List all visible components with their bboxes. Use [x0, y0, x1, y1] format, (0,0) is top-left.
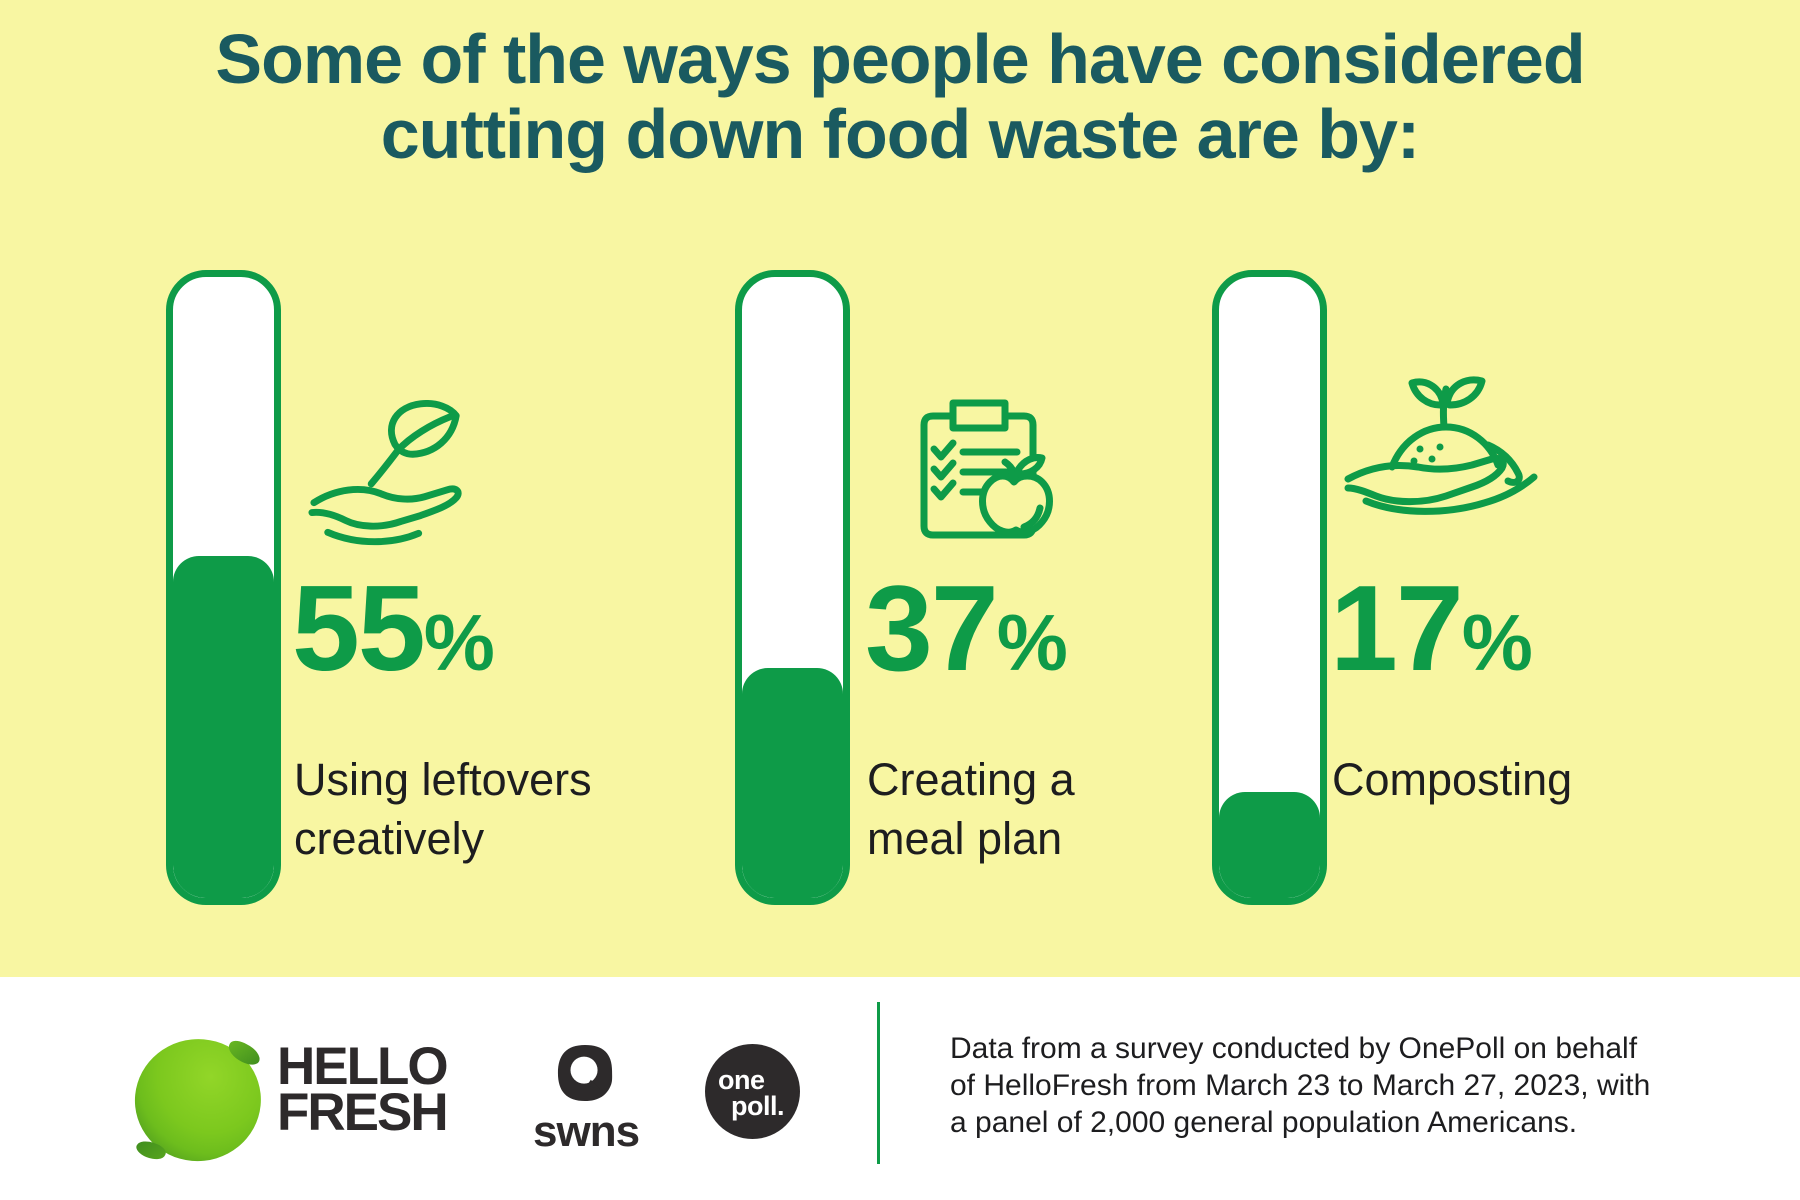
stat-label-line-1: Using leftovers [294, 754, 592, 805]
progress-fill-composting [1219, 792, 1320, 898]
source-line-1: Data from a survey conducted by OnePoll … [950, 1032, 1638, 1065]
stat-label: Creating a meal plan [867, 750, 1075, 869]
stat-label: Composting [1332, 750, 1572, 809]
stat-label: Using leftovers creatively [294, 750, 592, 869]
swns-logo-text: swns [533, 1107, 640, 1156]
onepoll-logo: one poll. [705, 1044, 800, 1139]
percent-sign: % [1461, 598, 1533, 687]
source-line-3: a panel of 2,000 general population Amer… [950, 1106, 1578, 1139]
hellofresh-logo-line-1: HELLO [277, 1037, 449, 1096]
title-line-2: cutting down food waste are by: [380, 94, 1420, 173]
percent-sign: % [423, 598, 495, 687]
footer-divider [877, 1002, 880, 1164]
percent-value: 37 [865, 560, 999, 696]
source-line-2: of HelloFresh from March 23 to March 27,… [950, 1069, 1651, 1102]
progress-tube-composting [1212, 270, 1327, 905]
source-note: Data from a survey conducted by OnePoll … [950, 1030, 1650, 1141]
progress-tube-meal-plan [735, 270, 850, 905]
meal-plan-checklist-apple-icon [920, 399, 1053, 539]
footer-band: HELLO FRESH swns one poll. Data from a s… [0, 977, 1800, 1200]
percent-sign: % [996, 598, 1068, 687]
progress-fill-leftovers [173, 556, 274, 898]
hellofresh-logo-line-2: FRESH [277, 1083, 449, 1142]
hellofresh-logo: HELLO FRESH [277, 1037, 449, 1142]
title-line-1: Some of the ways people have considered [215, 20, 1585, 98]
stat-label-line-2: meal plan [867, 813, 1063, 865]
stat-column-leftovers: 55% Using leftovers creatively [166, 270, 726, 910]
top-band: Some of the ways people have considered … [0, 0, 1800, 977]
swns-speech-bubble-icon [557, 1044, 613, 1102]
swns-logo: swns [533, 1043, 640, 1157]
page-title: Some of the ways people have considered … [0, 22, 1800, 172]
stat-column-composting: 17% Composting [1212, 270, 1772, 910]
stat-label-line-2: creatively [294, 813, 485, 865]
onepoll-logo-line-1: one [718, 1065, 765, 1095]
percent-value: 55 [292, 560, 426, 696]
stat-label-line-1: Composting [1332, 754, 1573, 805]
hellofresh-lime-icon [128, 1029, 269, 1174]
stat-column-meal-plan: 37% Creating a meal plan [735, 270, 1295, 910]
stat-percent: 37% [865, 558, 1068, 698]
stat-label-line-1: Creating a [867, 754, 1075, 805]
stat-percent: 55% [292, 558, 495, 698]
onepoll-logo-line-2: poll. [731, 1091, 785, 1121]
progress-tube-leftovers [166, 270, 281, 905]
hand-holding-compost-sprout-icon [1344, 376, 1538, 515]
hand-holding-leaf-icon [308, 400, 462, 546]
stat-percent: 17% [1330, 558, 1533, 698]
percent-value: 17 [1330, 560, 1464, 696]
progress-fill-meal-plan [742, 668, 843, 898]
